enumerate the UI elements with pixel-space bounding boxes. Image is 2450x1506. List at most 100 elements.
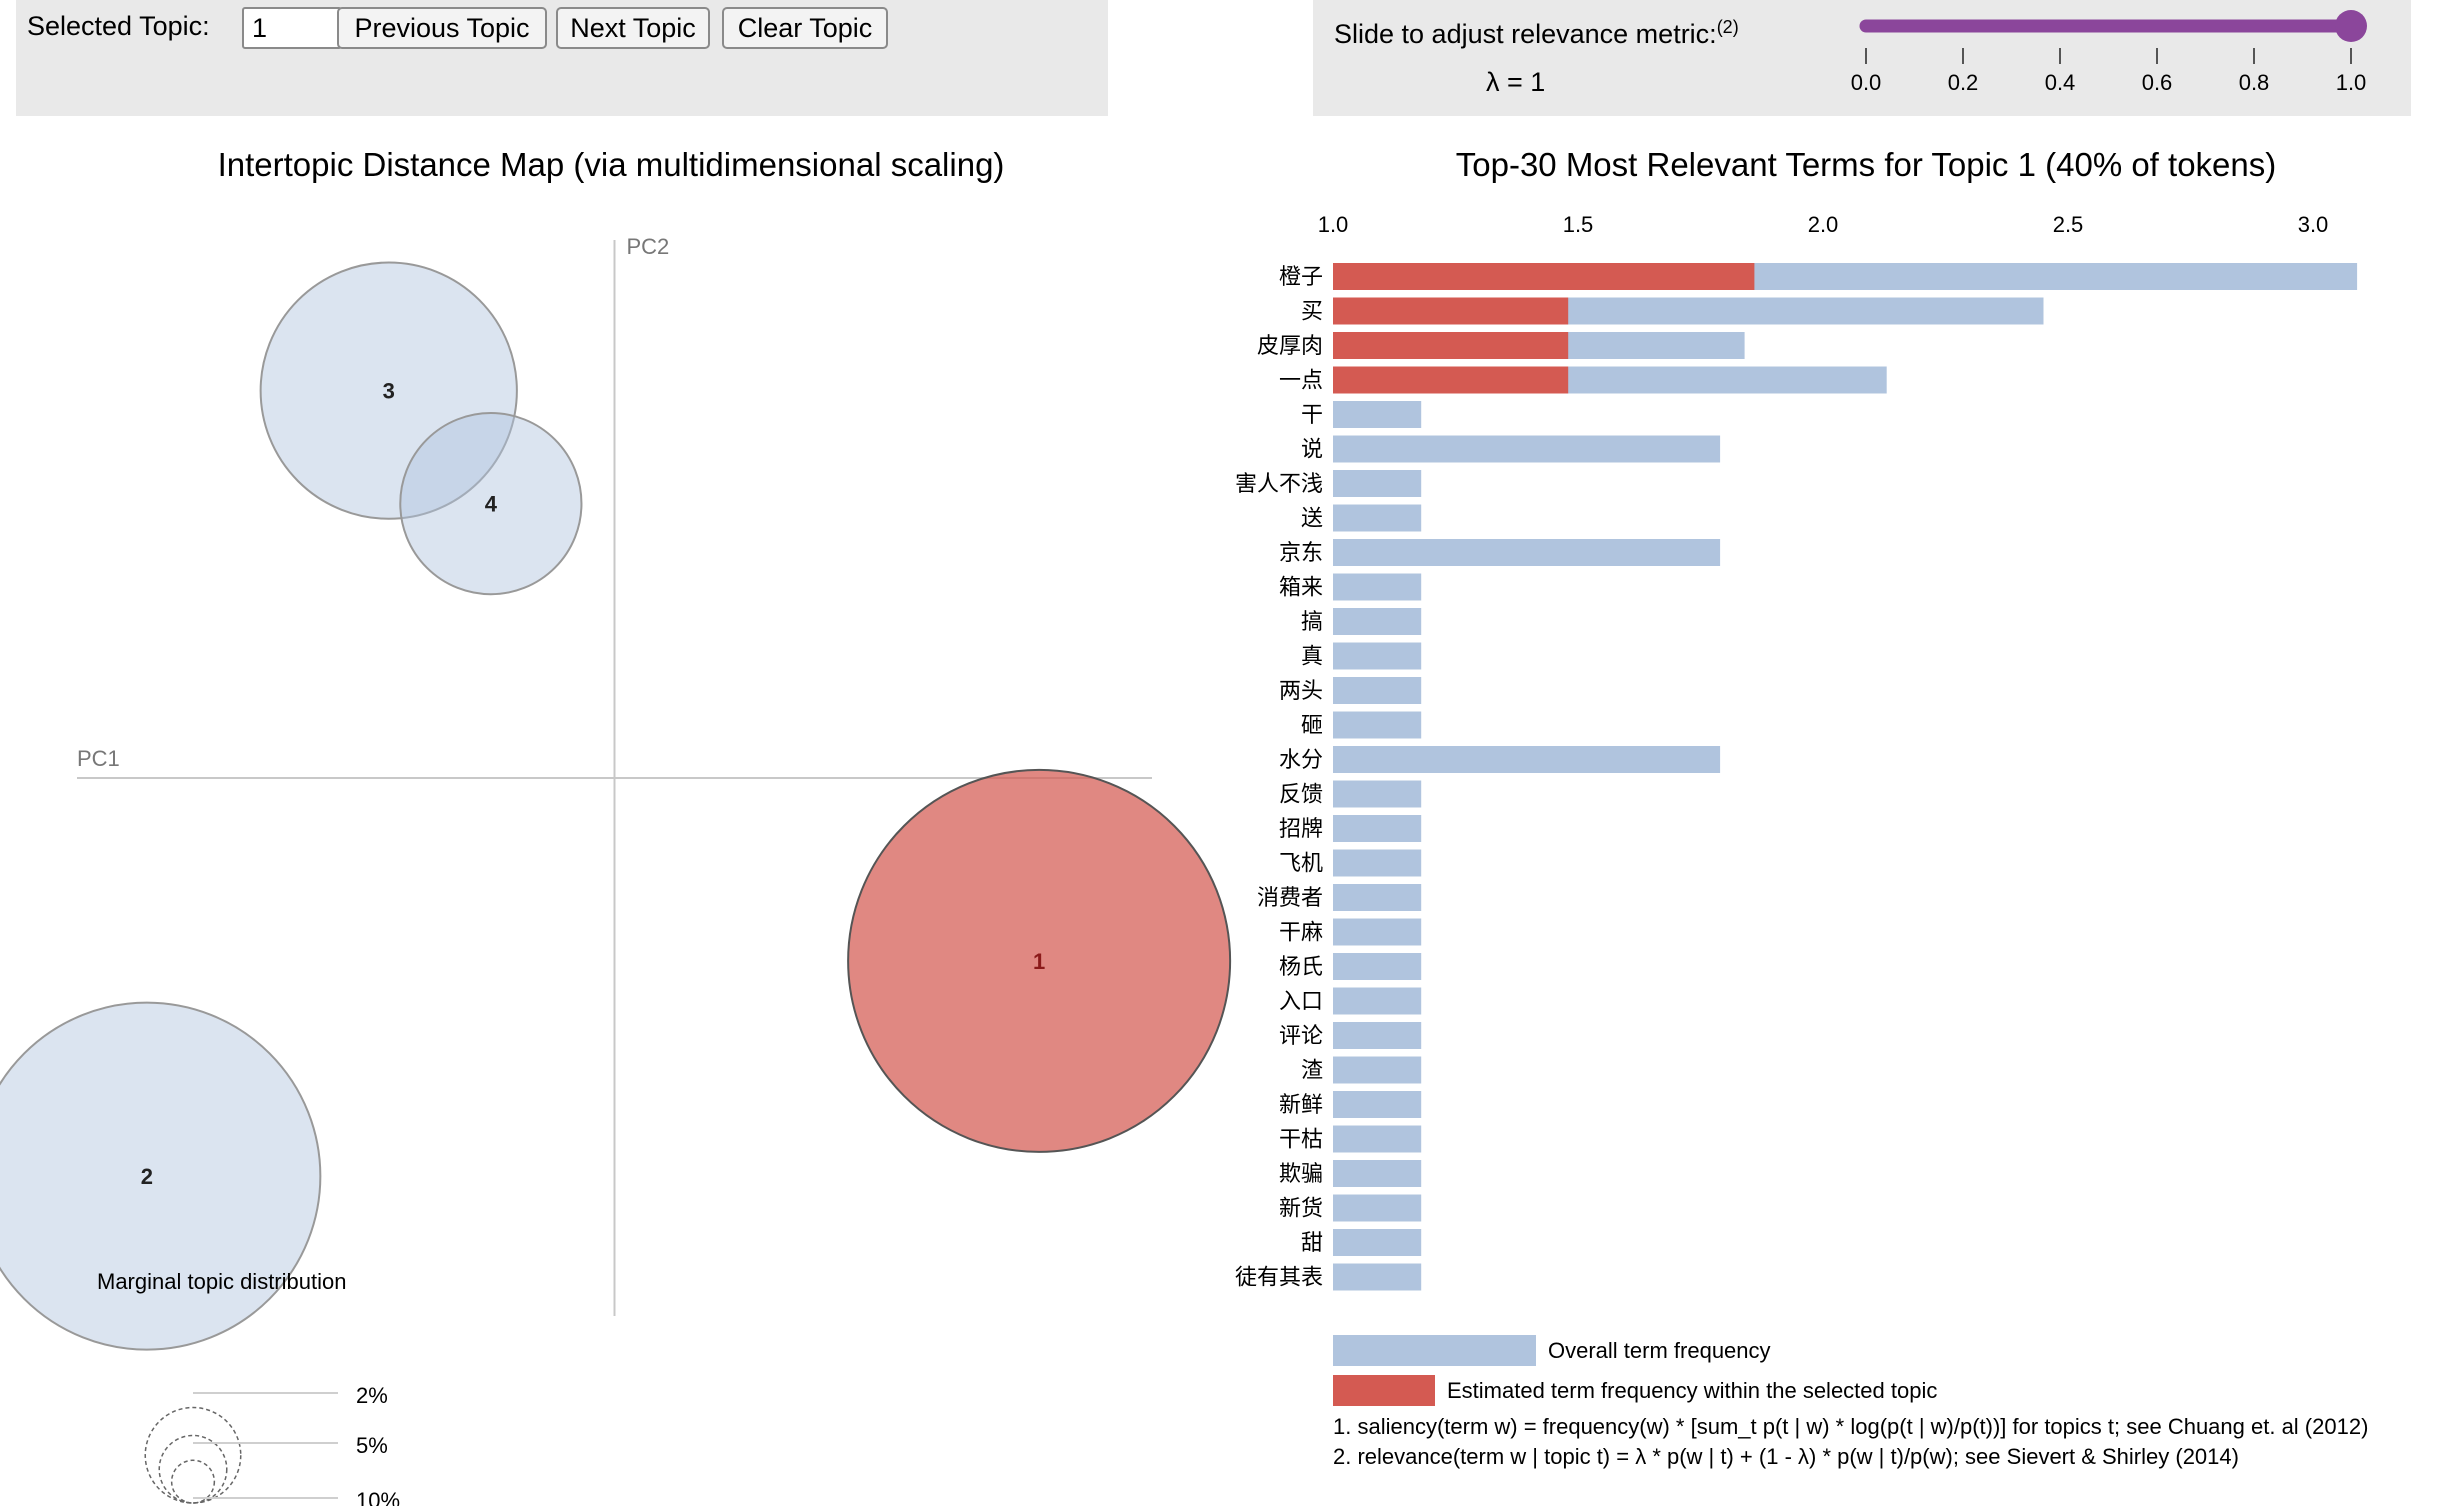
relevance-slider-panel: Slide to adjust relevance metric:(2) λ =… xyxy=(1313,0,2411,116)
overall-frequency-bar[interactable] xyxy=(1333,401,1422,428)
slider-tick-label: 0.0 xyxy=(1851,70,1882,95)
slider-tick-label: 0.4 xyxy=(2045,70,2076,95)
slider-tick-label: 1.0 xyxy=(2336,70,2367,95)
slider-label-footnote-ref: (2) xyxy=(1716,17,1739,37)
x-tick-label: 2.5 xyxy=(2053,212,2084,237)
selected-topic-label: Selected Topic: xyxy=(27,11,210,41)
topic-bubble-4[interactable] xyxy=(399,412,583,596)
term-label[interactable]: 新鲜 xyxy=(1279,1092,1323,1117)
legend-circle-2 xyxy=(170,1459,216,1504)
term-label[interactable]: 反馈 xyxy=(1279,782,1323,807)
term-label[interactable]: 真 xyxy=(1301,644,1323,669)
overall-frequency-bar[interactable] xyxy=(1333,780,1422,808)
previous-topic-button[interactable]: Previous Topic xyxy=(337,7,547,49)
term-label[interactable]: 水分 xyxy=(1279,747,1323,772)
overall-frequency-bar[interactable] xyxy=(1333,1229,1422,1256)
overall-frequency-bar[interactable] xyxy=(1333,1160,1422,1187)
topic-bubble-1[interactable] xyxy=(847,768,1232,1153)
term-label[interactable]: 橙子 xyxy=(1279,264,1323,289)
overall-frequency-bar[interactable] xyxy=(1333,1091,1422,1118)
term-label[interactable]: 欺骗 xyxy=(1279,1161,1323,1186)
overall-frequency-bar[interactable] xyxy=(1333,608,1422,635)
slider-tick-label: 0.8 xyxy=(2239,70,2270,95)
term-label[interactable]: 砸 xyxy=(1301,713,1323,738)
term-label[interactable]: 新货 xyxy=(1279,1196,1323,1221)
overall-frequency-bar[interactable] xyxy=(1333,470,1422,497)
topic-bubble-2[interactable] xyxy=(0,1001,322,1351)
term-label[interactable]: 徒有其表 xyxy=(1235,1265,1323,1290)
overall-frequency-bar[interactable] xyxy=(1333,677,1422,704)
term-label[interactable]: 评论 xyxy=(1279,1023,1323,1048)
term-label[interactable]: 两头 xyxy=(1279,678,1323,703)
term-label[interactable]: 飞机 xyxy=(1279,851,1323,876)
next-topic-button[interactable]: Next Topic xyxy=(556,7,710,49)
term-label[interactable]: 消费者 xyxy=(1257,885,1323,910)
overall-frequency-bar[interactable] xyxy=(1333,1125,1422,1153)
overall-frequency-bar[interactable] xyxy=(1333,815,1422,842)
term-label[interactable]: 干 xyxy=(1301,402,1323,427)
pc1-label: PC1 xyxy=(77,746,120,771)
overall-frequency-bar[interactable] xyxy=(1333,987,1422,1015)
x-tick-label: 1.5 xyxy=(1563,212,1594,237)
legend-overall-swatch xyxy=(1333,1335,1536,1366)
term-label[interactable]: 京东 xyxy=(1279,540,1323,565)
topic-bubble-3[interactable] xyxy=(259,261,518,520)
overall-frequency-bar[interactable] xyxy=(1333,1263,1422,1291)
term-label[interactable]: 入口 xyxy=(1279,989,1323,1014)
overall-frequency-bar[interactable] xyxy=(1333,1022,1422,1049)
overall-frequency-bar[interactable] xyxy=(1333,1056,1422,1084)
overall-frequency-bar[interactable] xyxy=(1333,504,1422,532)
overall-frequency-bar[interactable] xyxy=(1333,435,1721,463)
term-label[interactable]: 买 xyxy=(1301,299,1323,324)
topic-control-panel: Selected Topic: Previous Topic Next Topi… xyxy=(16,0,1108,116)
mds-title: Intertopic Distance Map (via multidimens… xyxy=(217,146,1005,183)
overall-frequency-bar[interactable] xyxy=(1333,573,1422,601)
intertopic-distance-map: PC1 PC2 1 2 3 4 Marginal topic distribution 2% 5… xyxy=(0,234,1232,1506)
term-label[interactable]: 杨氏 xyxy=(1279,954,1323,979)
term-label[interactable]: 搞 xyxy=(1301,609,1323,634)
topic-label-1: 1 xyxy=(1033,949,1045,974)
topic-label-3: 3 xyxy=(383,379,395,404)
overall-frequency-bar[interactable] xyxy=(1333,849,1422,877)
relevant-terms-bar-chart: 1.0 1.5 2.0 2.5 3.0 橙子买皮厚肉一点干说害人不浅送京东箱来搞真两头砸水… xyxy=(1235,212,2358,1406)
slider-handle[interactable] xyxy=(2335,10,2367,42)
topic-label-4: 4 xyxy=(485,492,498,517)
overall-frequency-bar[interactable] xyxy=(1333,1194,1422,1222)
topic-frequency-bar[interactable] xyxy=(1333,332,1569,359)
overall-frequency-bar[interactable] xyxy=(1333,711,1422,739)
legend-overall-label: Overall term frequency xyxy=(1548,1338,1771,1363)
term-label[interactable]: 渣 xyxy=(1301,1058,1323,1083)
topic-label-2: 2 xyxy=(141,1164,153,1189)
term-label[interactable]: 皮厚肉 xyxy=(1257,333,1323,358)
topic-frequency-bar[interactable] xyxy=(1333,366,1569,394)
term-label[interactable]: 干麻 xyxy=(1279,920,1323,945)
legend-tick-label: 2% xyxy=(356,1383,388,1408)
overall-frequency-bar[interactable] xyxy=(1333,539,1721,566)
term-label[interactable]: 箱来 xyxy=(1279,575,1323,600)
overall-frequency-bar[interactable] xyxy=(1333,746,1721,773)
x-tick-label: 2.0 xyxy=(1808,212,1839,237)
pc2-label: PC2 xyxy=(627,234,670,259)
term-label[interactable]: 说 xyxy=(1301,437,1323,462)
term-label[interactable]: 害人不浅 xyxy=(1235,471,1323,496)
overall-frequency-bar[interactable] xyxy=(1333,953,1422,980)
topic-frequency-bar[interactable] xyxy=(1333,263,1755,290)
footnote-saliency: 1. saliency(term w) = frequency(w) * [su… xyxy=(1333,1414,2369,1439)
clear-topic-button[interactable]: Clear Topic xyxy=(722,7,888,49)
legend-topic-swatch xyxy=(1333,1375,1435,1406)
overall-frequency-bar[interactable] xyxy=(1333,918,1422,946)
legend-circle-10 xyxy=(144,1406,242,1504)
lambda-value: λ = 1 xyxy=(1486,67,1546,97)
term-label[interactable]: 干枯 xyxy=(1279,1127,1323,1152)
term-label[interactable]: 送 xyxy=(1301,506,1323,531)
term-label[interactable]: 一点 xyxy=(1279,368,1323,393)
legend-title: Marginal topic distribution xyxy=(97,1269,346,1294)
term-label[interactable]: 招牌 xyxy=(1279,816,1323,841)
overall-frequency-bar[interactable] xyxy=(1333,884,1422,911)
relevance-slider[interactable]: 0.0 0.2 0.4 0.6 0.8 1.0 xyxy=(1851,10,2367,95)
term-label[interactable]: 甜 xyxy=(1301,1230,1323,1255)
topic-frequency-bar[interactable] xyxy=(1333,297,1569,325)
bar-chart-title: Top-30 Most Relevant Terms for Topic 1 (… xyxy=(1455,146,2277,183)
overall-frequency-bar[interactable] xyxy=(1333,642,1422,670)
